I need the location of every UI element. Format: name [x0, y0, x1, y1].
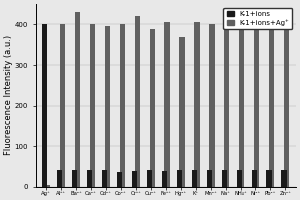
Bar — [147, 170, 152, 187]
Bar — [162, 171, 167, 187]
Bar — [222, 170, 227, 187]
Bar — [224, 24, 230, 187]
Bar — [72, 170, 77, 187]
Bar — [164, 22, 170, 187]
Bar — [179, 37, 184, 187]
Legend: K-1+ions, K-1+ions+Ag⁺: K-1+ions, K-1+ions+Ag⁺ — [223, 8, 292, 29]
Bar — [251, 170, 257, 187]
Bar — [60, 24, 65, 187]
Bar — [45, 185, 50, 187]
Bar — [57, 170, 62, 187]
Bar — [207, 170, 212, 187]
Bar — [117, 172, 122, 187]
Bar — [254, 24, 260, 187]
Bar — [284, 24, 289, 187]
Bar — [209, 24, 214, 187]
Y-axis label: Fluorescence Intensity (a.u.): Fluorescence Intensity (a.u.) — [4, 35, 13, 155]
Bar — [42, 24, 47, 187]
Bar — [90, 24, 95, 187]
Bar — [132, 171, 137, 187]
Bar — [135, 16, 140, 187]
Bar — [266, 170, 272, 187]
Bar — [102, 170, 107, 187]
Bar — [75, 12, 80, 187]
Bar — [194, 22, 200, 187]
Bar — [239, 24, 244, 187]
Bar — [87, 170, 92, 187]
Bar — [105, 26, 110, 187]
Bar — [281, 170, 287, 187]
Bar — [149, 28, 155, 187]
Bar — [269, 24, 274, 187]
Bar — [192, 170, 197, 187]
Bar — [237, 170, 242, 187]
Bar — [120, 24, 125, 187]
Bar — [177, 170, 182, 187]
